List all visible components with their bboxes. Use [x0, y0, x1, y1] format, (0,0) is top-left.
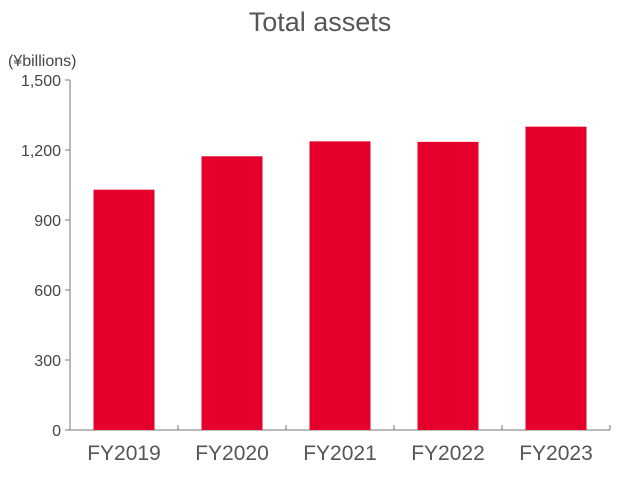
bar-fy2021	[309, 141, 371, 430]
y-tick-label: 1,500	[21, 73, 61, 90]
y-tick-label: 900	[34, 213, 61, 230]
y-tick-label: 0	[52, 423, 61, 440]
y-tick-label: 1,200	[21, 143, 61, 160]
x-tick-label: FY2020	[195, 442, 269, 465]
y-tick-label: 600	[34, 283, 61, 300]
y-tick-label: 300	[34, 353, 61, 370]
x-tick-label: FY2023	[519, 442, 593, 465]
bars	[93, 126, 587, 431]
bar-fy2019	[93, 189, 155, 430]
y-axis-unit-label: (¥billions)	[8, 53, 76, 70]
bar-fy2020	[201, 156, 263, 431]
x-tick-label: FY2019	[87, 442, 161, 465]
y-tick-labels: 0 300 600 900 1,200 1,500	[21, 73, 61, 440]
x-tick-label: FY2022	[411, 442, 485, 465]
x-tick-labels: FY2019 FY2020 FY2021 FY2022 FY2023	[87, 442, 593, 465]
bar-fy2022	[417, 141, 479, 431]
bar-fy2023	[525, 126, 587, 431]
x-tick-label: FY2021	[303, 442, 377, 465]
chart-title: Total assets	[249, 7, 392, 37]
